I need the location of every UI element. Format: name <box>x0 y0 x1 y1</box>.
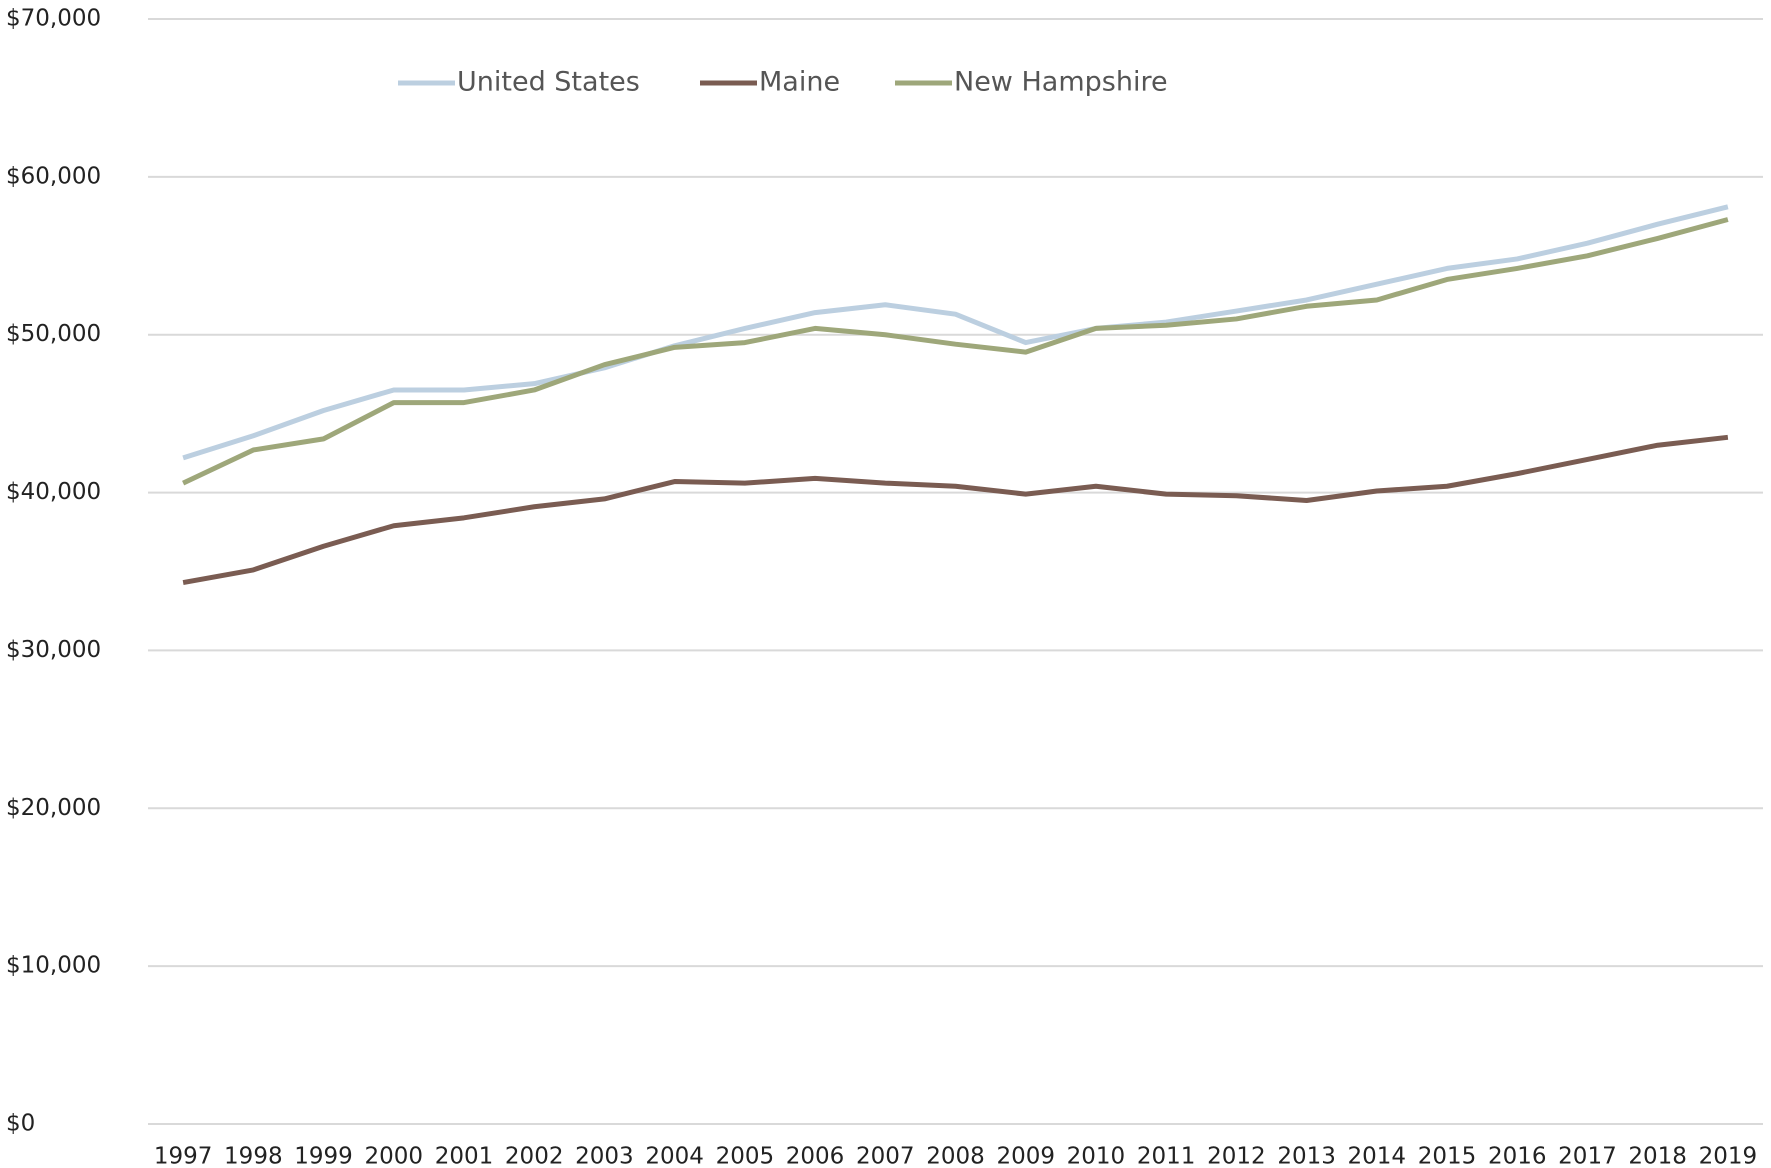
series-line <box>182 217 1729 486</box>
x-tick-label: 2004 <box>645 1144 704 1168</box>
x-tick-label: 2019 <box>1699 1144 1758 1168</box>
x-tick-label: 2014 <box>1348 1144 1407 1168</box>
series-line <box>182 434 1729 586</box>
x-tick-label: 1999 <box>294 1144 353 1168</box>
y-tick-label: $30,000 <box>6 637 101 663</box>
x-tick-label: 2012 <box>1207 1144 1266 1168</box>
x-tick-label: 2018 <box>1628 1144 1687 1168</box>
y-tick-label: $10,000 <box>6 953 101 979</box>
x-tick-label: 2011 <box>1137 1144 1196 1168</box>
y-tick-label: $60,000 <box>6 163 101 189</box>
x-tick-label: 2000 <box>364 1144 423 1168</box>
y-tick-label: $70,000 <box>6 6 101 32</box>
series-line <box>182 204 1729 461</box>
y-tick-label: $40,000 <box>6 479 101 505</box>
x-tick-label: 2008 <box>926 1144 985 1168</box>
x-tick-label: 1998 <box>224 1144 283 1168</box>
x-tick-label: 2015 <box>1418 1144 1477 1168</box>
x-tick-label: 2006 <box>786 1144 845 1168</box>
legend: United States Maine New Hampshire <box>398 67 1168 98</box>
x-tick-label: 2003 <box>575 1144 634 1168</box>
x-tick-label: 2007 <box>856 1144 915 1168</box>
x-tick-label: 2013 <box>1277 1144 1336 1168</box>
x-tick-label: 2001 <box>435 1144 494 1168</box>
x-tick-label: 2002 <box>505 1144 564 1168</box>
x-tick-label: 2016 <box>1488 1144 1547 1168</box>
x-tick-label: 2009 <box>996 1144 1055 1168</box>
legend-label: Maine <box>759 67 840 98</box>
x-tick-label: 2017 <box>1558 1144 1617 1168</box>
y-tick-label: $20,000 <box>6 795 101 821</box>
x-tick-label: 2005 <box>716 1144 775 1168</box>
y-tick-label: $0 <box>6 1111 35 1137</box>
x-tick-label: 2010 <box>1067 1144 1126 1168</box>
y-tick-label: $50,000 <box>6 321 101 347</box>
legend-label: United States <box>457 67 640 98</box>
x-tick-label: 1997 <box>154 1144 213 1168</box>
legend-label: New Hampshire <box>954 67 1168 98</box>
